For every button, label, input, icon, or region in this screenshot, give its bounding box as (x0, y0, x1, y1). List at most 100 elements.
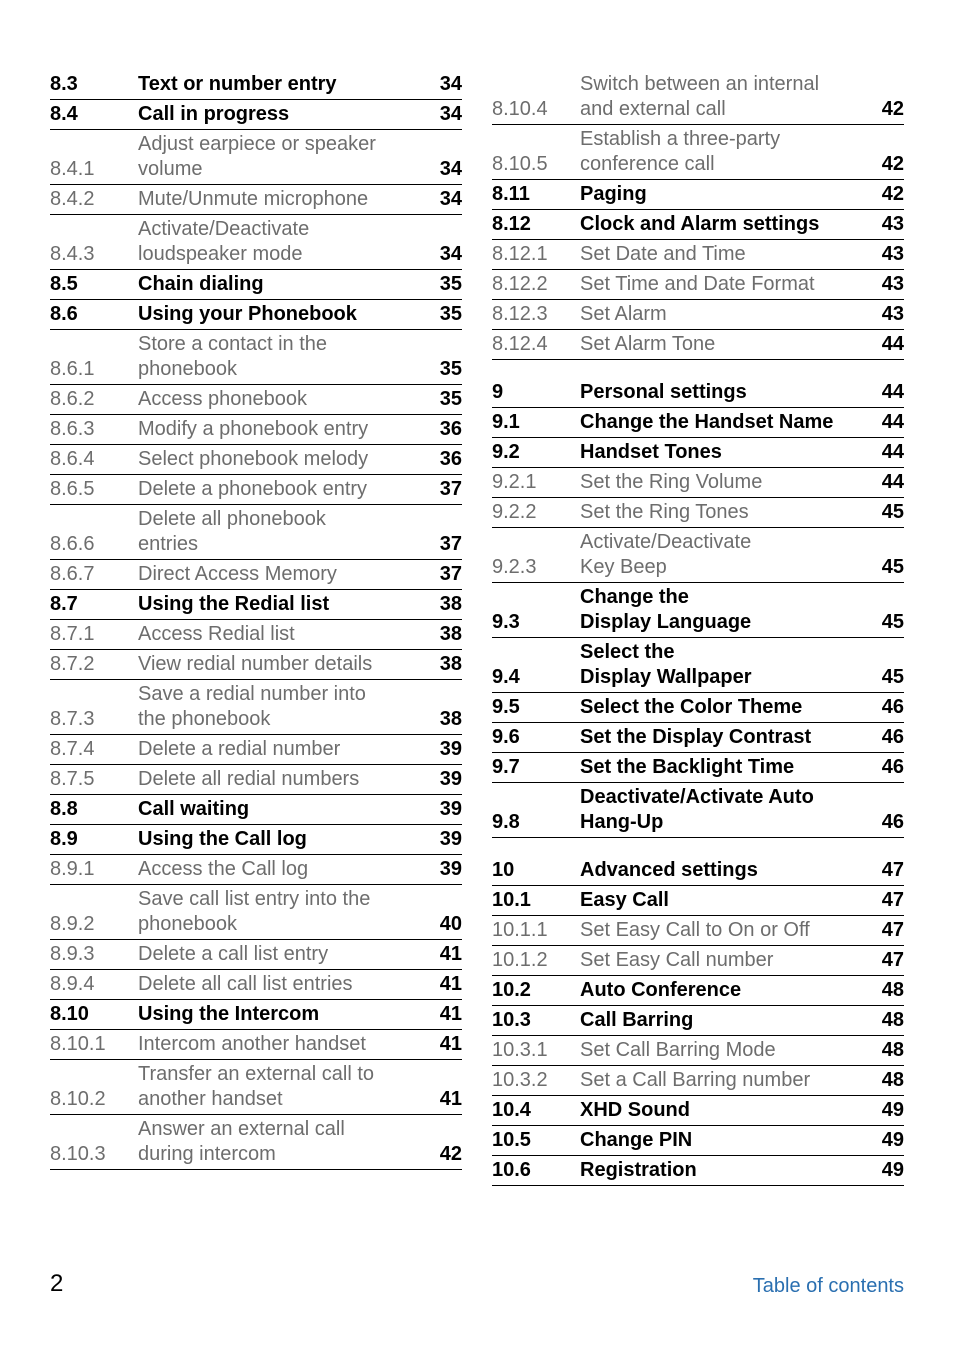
toc-page: 43 (874, 272, 904, 297)
toc-page: 39 (432, 857, 462, 882)
toc-entry[interactable]: 8.12.4Set Alarm Tone44 (492, 330, 904, 360)
toc-entry[interactable]: 8.12.3Set Alarm43 (492, 300, 904, 330)
toc-entry[interactable]: 9.1Change the Handset Name44 (492, 408, 904, 438)
toc-page: 44 (874, 410, 904, 435)
toc-entry[interactable]: 8.6.4Select phonebook melody36 (50, 445, 462, 475)
toc-page: 48 (874, 1068, 904, 1093)
toc-entry[interactable]: 8.9.2Save call list entry into thephoneb… (50, 885, 462, 940)
toc-number: 8.7.1 (50, 622, 138, 647)
toc-entry[interactable]: 8.12.1Set Date and Time43 (492, 240, 904, 270)
toc-title: Activate/Deactivateloudspeaker mode (138, 217, 432, 267)
toc-title: Change PIN (580, 1128, 874, 1153)
toc-entry[interactable]: 8.10.5Establish a three-partyconference … (492, 125, 904, 180)
toc-page: 34 (432, 157, 462, 182)
toc-entry[interactable]: 8.6.1Store a contact in thephonebook35 (50, 330, 462, 385)
toc-entry[interactable]: 8.7.2View redial number details38 (50, 650, 462, 680)
toc-entry[interactable]: 10.3Call Barring48 (492, 1006, 904, 1036)
toc-entry[interactable]: 8.6.2Access phonebook35 (50, 385, 462, 415)
toc-entry[interactable]: 9.2Handset Tones44 (492, 438, 904, 468)
toc-entry[interactable]: 9Personal settings44 (492, 378, 904, 408)
toc-entry[interactable]: 8.6.5Delete a phonebook entry37 (50, 475, 462, 505)
toc-page: 49 (874, 1158, 904, 1183)
toc-entry[interactable]: 8.6.3Modify a phonebook entry36 (50, 415, 462, 445)
toc-number: 8.4 (50, 102, 138, 127)
toc-number: 10.3 (492, 1008, 580, 1033)
toc-title: Select phonebook melody (138, 447, 432, 472)
toc-page: 40 (432, 912, 462, 937)
toc-entry[interactable]: 10.1.2Set Easy Call number47 (492, 946, 904, 976)
toc-entry[interactable]: 8.3Text or number entry34 (50, 70, 462, 100)
toc-entry[interactable]: 8.10.1Intercom another handset41 (50, 1030, 462, 1060)
toc-entry[interactable]: 10.3.1Set Call Barring Mode48 (492, 1036, 904, 1066)
toc-entry[interactable]: 9.2.1Set the Ring Volume44 (492, 468, 904, 498)
toc-page: 49 (874, 1098, 904, 1123)
toc-title: Set Easy Call number (580, 948, 874, 973)
toc-entry[interactable]: 8.7.5Delete all redial numbers39 (50, 765, 462, 795)
toc-entry[interactable]: 8.4.1Adjust earpiece or speakervolume34 (50, 130, 462, 185)
toc-entry[interactable]: 8.10.3Answer an external callduring inte… (50, 1115, 462, 1170)
toc-entry[interactable]: 8.7.3Save a redial number intothe phoneb… (50, 680, 462, 735)
toc-entry[interactable]: 8.11Paging42 (492, 180, 904, 210)
toc-title: Set Call Barring Mode (580, 1038, 874, 1063)
toc-entry[interactable]: 8.10.2Transfer an external call toanothe… (50, 1060, 462, 1115)
toc-title: Access the Call log (138, 857, 432, 882)
toc-title: Advanced settings (580, 858, 874, 883)
toc-page: 41 (432, 1087, 462, 1112)
toc-title: Set the Ring Tones (580, 500, 874, 525)
toc-title: Paging (580, 182, 874, 207)
toc-page: 39 (432, 737, 462, 762)
toc-entry[interactable]: 8.9.3Delete a call list entry41 (50, 940, 462, 970)
toc-entry[interactable]: 10.2Auto Conference48 (492, 976, 904, 1006)
toc-title: Access Redial list (138, 622, 432, 647)
toc-number: 10.4 (492, 1098, 580, 1123)
columns: 8.3Text or number entry348.4Call in prog… (50, 70, 904, 1230)
footer-label: Table of contents (753, 1275, 904, 1298)
toc-number: 8.12 (492, 212, 580, 237)
toc-entry[interactable]: 8.6.7Direct Access Memory37 (50, 560, 462, 590)
toc-page: 36 (432, 447, 462, 472)
toc-number: 8.12.2 (492, 272, 580, 297)
toc-entry[interactable]: 9.7Set the Backlight Time46 (492, 753, 904, 783)
toc-title: Adjust earpiece or speakervolume (138, 132, 432, 182)
toc-entry[interactable]: 8.4.2Mute/Unmute microphone34 (50, 185, 462, 215)
toc-entry[interactable]: 10.6Registration49 (492, 1156, 904, 1186)
toc-entry[interactable]: 8.9.1Access the Call log39 (50, 855, 462, 885)
toc-page: 42 (874, 152, 904, 177)
toc-entry[interactable]: 8.12Clock and Alarm settings43 (492, 210, 904, 240)
toc-entry[interactable]: 10.4XHD Sound49 (492, 1096, 904, 1126)
toc-number: 9.1 (492, 410, 580, 435)
toc-entry[interactable]: 9.4Select theDisplay Wallpaper45 (492, 638, 904, 693)
toc-entry[interactable]: 9.8Deactivate/Activate AutoHang-Up46 (492, 783, 904, 838)
toc-number: 8.6.1 (50, 357, 138, 382)
toc-entry[interactable]: 8.7Using the Redial list38 (50, 590, 462, 620)
toc-entry[interactable]: 10.5Change PIN49 (492, 1126, 904, 1156)
toc-entry[interactable]: 10Advanced settings47 (492, 856, 904, 886)
toc-entry[interactable]: 8.7.4Delete a redial number39 (50, 735, 462, 765)
toc-entry[interactable]: 8.6.6Delete all phonebookentries37 (50, 505, 462, 560)
toc-entry[interactable]: 9.6Set the Display Contrast46 (492, 723, 904, 753)
toc-entry[interactable]: 9.5Select the Color Theme46 (492, 693, 904, 723)
toc-entry[interactable]: 8.4.3Activate/Deactivateloudspeaker mode… (50, 215, 462, 270)
toc-entry[interactable]: 8.9Using the Call log39 (50, 825, 462, 855)
toc-entry[interactable]: 9.2.2Set the Ring Tones45 (492, 498, 904, 528)
toc-entry[interactable]: 9.3Change theDisplay Language45 (492, 583, 904, 638)
toc-title: Set the Ring Volume (580, 470, 874, 495)
toc-entry[interactable]: 8.7.1Access Redial list38 (50, 620, 462, 650)
toc-entry[interactable]: 8.5Chain dialing35 (50, 270, 462, 300)
toc-entry[interactable]: 8.9.4Delete all call list entries41 (50, 970, 462, 1000)
toc-entry[interactable]: 8.10.4Switch between an internaland exte… (492, 70, 904, 125)
toc-page: 41 (432, 1032, 462, 1057)
toc-entry[interactable]: 8.10Using the Intercom41 (50, 1000, 462, 1030)
toc-title: Intercom another handset (138, 1032, 432, 1057)
toc-entry[interactable]: 10.3.2Set a Call Barring number48 (492, 1066, 904, 1096)
toc-entry[interactable]: 8.8Call waiting39 (50, 795, 462, 825)
toc-page: 47 (874, 918, 904, 943)
toc-entry[interactable]: 8.6Using your Phonebook35 (50, 300, 462, 330)
toc-entry[interactable]: 10.1.1Set Easy Call to On or Off47 (492, 916, 904, 946)
toc-entry[interactable]: 8.12.2Set Time and Date Format43 (492, 270, 904, 300)
toc-entry[interactable]: 9.2.3Activate/DeactivateKey Beep45 (492, 528, 904, 583)
toc-entry[interactable]: 8.4Call in progress34 (50, 100, 462, 130)
toc-title: Delete all redial numbers (138, 767, 432, 792)
toc-page: 45 (874, 610, 904, 635)
toc-entry[interactable]: 10.1Easy Call47 (492, 886, 904, 916)
